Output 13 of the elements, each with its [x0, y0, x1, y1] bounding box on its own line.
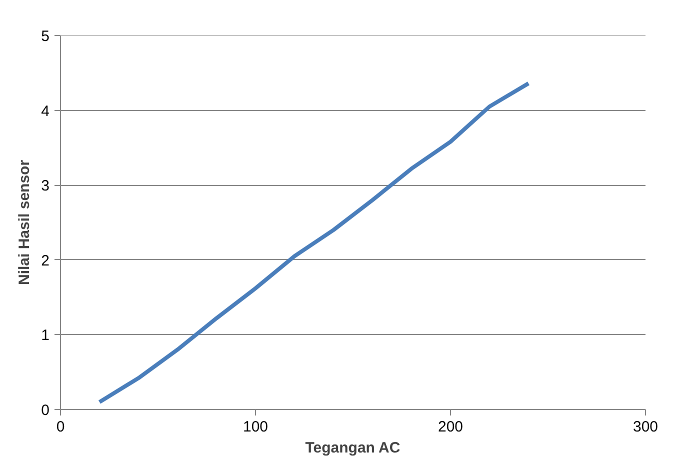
y-tick-label: 2	[41, 252, 50, 270]
y-tick-label: 0	[41, 402, 50, 419]
x-tick-label: 100	[242, 418, 268, 436]
line-series	[98, 81, 530, 404]
y-tick-label: 5	[41, 28, 50, 45]
x-tick-label: 200	[438, 418, 464, 436]
x-tick-label: 0	[56, 418, 65, 436]
y-tick-label: 3	[41, 178, 50, 195]
y-axis-title: Nilai Hasil sensor	[16, 160, 34, 286]
y-tick-label: 1	[41, 327, 50, 344]
y-tick-label: 4	[41, 102, 50, 120]
x-axis-title: Tegangan AC	[305, 440, 400, 456]
x-tick-label: 300	[632, 418, 658, 436]
